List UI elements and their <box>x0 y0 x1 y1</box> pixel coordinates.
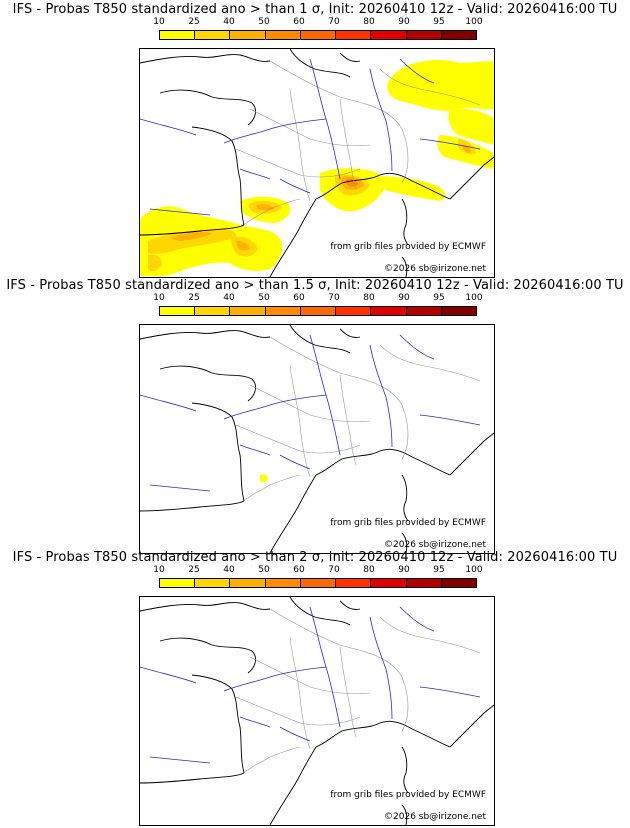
map-panel-2: IFS - Probas T850 standardized ano > tha… <box>0 276 630 554</box>
colorbar-segment <box>300 579 337 587</box>
credit-copyright: ©2026 sb@irizone.net <box>384 264 486 274</box>
tick-label: 90 <box>398 17 410 27</box>
colorbar-segment <box>441 579 476 587</box>
tick-label: 10 <box>153 293 165 303</box>
map-area: from grib files provided by ECMWF ©2026 … <box>139 48 495 278</box>
credit-source: from grib files provided by ECMWF <box>330 790 486 800</box>
colorbar-labels: 10 25 40 50 60 70 80 90 95 100 <box>152 17 486 29</box>
colorbar <box>159 306 477 316</box>
probability-shading <box>260 474 268 483</box>
colorbar-segment <box>265 31 301 39</box>
tick-label: 25 <box>188 17 200 27</box>
colorbar-segment <box>300 31 337 39</box>
borders <box>235 336 481 502</box>
tick-label: 100 <box>465 17 483 27</box>
rivers <box>140 334 481 492</box>
tick-label: 25 <box>188 293 200 303</box>
map-area: from grib files provided by ECMWF ©2026 … <box>139 596 495 826</box>
tick-label: 50 <box>258 17 270 27</box>
rivers <box>140 606 481 764</box>
borders <box>235 608 481 774</box>
tick-label: 95 <box>433 17 445 27</box>
colorbar-segment <box>300 307 337 315</box>
colorbar-segment <box>265 579 301 587</box>
rivers <box>140 58 481 216</box>
credit-source: from grib files provided by ECMWF <box>330 242 486 252</box>
colorbar-labels: 10 25 40 50 60 70 80 90 95 100 <box>152 293 486 305</box>
tick-label: 100 <box>465 293 483 303</box>
coastlines <box>140 597 494 825</box>
tick-label: 80 <box>363 17 375 27</box>
tick-label: 70 <box>328 293 340 303</box>
colorbar <box>159 578 477 588</box>
tick-label: 100 <box>465 565 483 575</box>
tick-label: 60 <box>293 293 305 303</box>
colorbar-segment <box>336 31 372 39</box>
colorbar-labels: 10 25 40 50 60 70 80 90 95 100 <box>152 565 486 577</box>
map-svg: from grib files provided by ECMWF ©2026 … <box>140 597 494 825</box>
colorbar-segment <box>195 579 231 587</box>
map-svg: from grib files provided by ECMWF ©2026 … <box>140 49 494 277</box>
credit-copyright: ©2026 sb@irizone.net <box>384 812 486 822</box>
colorbar-segment <box>195 31 231 39</box>
tick-label: 60 <box>293 17 305 27</box>
tick-label: 70 <box>328 17 340 27</box>
colorbar <box>159 30 477 40</box>
map-panel-1: IFS - Probas T850 standardized ano > tha… <box>0 0 630 278</box>
colorbar-segment <box>230 31 266 39</box>
colorbar-segment <box>336 579 372 587</box>
colorbar-segment <box>371 579 407 587</box>
credit-source: from grib files provided by ECMWF <box>330 518 486 528</box>
tick-label: 10 <box>153 17 165 27</box>
map-svg: from grib files provided by ECMWF ©2026 … <box>140 325 494 553</box>
tick-label: 50 <box>258 293 270 303</box>
tick-label: 40 <box>223 17 235 27</box>
colorbar-segment <box>406 307 442 315</box>
colorbar-segment <box>371 31 407 39</box>
colorbar-segment <box>441 307 476 315</box>
tick-label: 25 <box>188 565 200 575</box>
tick-label: 90 <box>398 565 410 575</box>
tick-label: 10 <box>153 565 165 575</box>
map-area: from grib files provided by ECMWF ©2026 … <box>139 324 495 554</box>
tick-label: 50 <box>258 565 270 575</box>
colorbar-segment <box>230 579 266 587</box>
tick-label: 80 <box>363 565 375 575</box>
colorbar-segment <box>195 307 231 315</box>
colorbar-segment <box>265 307 301 315</box>
tick-label: 70 <box>328 565 340 575</box>
coastlines <box>140 49 494 277</box>
colorbar-segment <box>406 579 442 587</box>
credit-copyright: ©2026 sb@irizone.net <box>384 540 486 550</box>
colorbar-segment <box>160 579 196 587</box>
tick-label: 40 <box>223 293 235 303</box>
borders <box>235 60 481 226</box>
tick-label: 80 <box>363 293 375 303</box>
colorbar-segment <box>371 307 407 315</box>
panel-title: IFS - Probas T850 standardized ano > tha… <box>12 550 618 565</box>
colorbar-segment <box>336 307 372 315</box>
panel-title: IFS - Probas T850 standardized ano > tha… <box>6 278 624 293</box>
tick-label: 40 <box>223 565 235 575</box>
tick-label: 95 <box>433 565 445 575</box>
map-panel-3: IFS - Probas T850 standardized ano > tha… <box>0 548 630 826</box>
colorbar-segment <box>230 307 266 315</box>
tick-label: 60 <box>293 565 305 575</box>
tick-label: 90 <box>398 293 410 303</box>
coastlines <box>140 325 494 553</box>
colorbar-segment <box>441 31 476 39</box>
colorbar-segment <box>406 31 442 39</box>
colorbar-segment <box>160 307 196 315</box>
tick-label: 95 <box>433 293 445 303</box>
colorbar-segment <box>160 31 196 39</box>
panel-title: IFS - Probas T850 standardized ano > tha… <box>12 2 618 17</box>
